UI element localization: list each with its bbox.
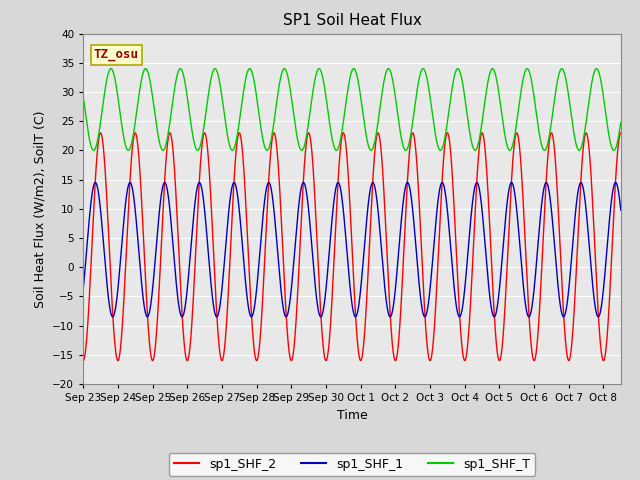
sp1_SHF_T — [548, 111, 556, 117]
sp1_SHF_1 — [173, 284, 180, 289]
Line: sp1_SHF_1: sp1_SHF_1 — [83, 182, 621, 317]
sp1_SHF_T — [617, 119, 625, 125]
sp1_SHF_T — [141, 67, 148, 72]
Legend: sp1_SHF_2, sp1_SHF_1, sp1_SHF_T: sp1_SHF_2, sp1_SHF_1, sp1_SHF_T — [169, 453, 535, 476]
sp1_SHF_1 — [607, 205, 614, 211]
sp1_SHF_T — [285, 83, 293, 88]
Title: SP1 Soil Heat Flux: SP1 Soil Heat Flux — [283, 13, 421, 28]
sp1_SHF_2 — [548, 132, 556, 137]
Text: TZ_osu: TZ_osu — [94, 48, 139, 61]
sp1_SHF_2 — [309, 159, 317, 165]
Line: sp1_SHF_T: sp1_SHF_T — [83, 69, 621, 150]
Y-axis label: Soil Heat Flux (W/m2), SoilT (C): Soil Heat Flux (W/m2), SoilT (C) — [34, 110, 47, 308]
sp1_SHF_1 — [549, 220, 557, 226]
sp1_SHF_1 — [617, 207, 625, 213]
sp1_SHF_T — [309, 89, 317, 95]
X-axis label: Time: Time — [337, 408, 367, 421]
sp1_SHF_T — [79, 94, 87, 100]
sp1_SHF_1 — [141, 305, 148, 311]
sp1_SHF_2 — [285, 351, 293, 357]
sp1_SHF_1 — [285, 301, 293, 307]
sp1_SHF_T — [607, 141, 614, 146]
sp1_SHF_1 — [79, 286, 87, 292]
Line: sp1_SHF_2: sp1_SHF_2 — [83, 133, 621, 360]
sp1_SHF_2 — [173, 200, 180, 206]
sp1_SHF_1 — [309, 255, 317, 261]
sp1_SHF_1 — [542, 180, 550, 185]
sp1_SHF_T — [173, 75, 180, 81]
sp1_SHF_2 — [617, 130, 625, 136]
sp1_SHF_T — [558, 66, 566, 72]
sp1_SHF_2 — [141, 256, 148, 262]
sp1_SHF_2 — [606, 282, 614, 288]
sp1_SHF_1 — [143, 314, 151, 320]
sp1_SHF_T — [159, 147, 167, 153]
sp1_SHF_2 — [79, 358, 87, 363]
